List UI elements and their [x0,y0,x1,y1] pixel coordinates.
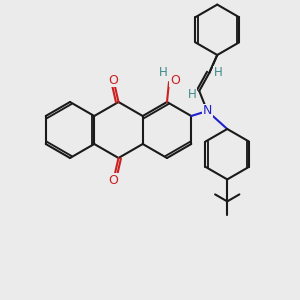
Text: H: H [214,67,223,80]
Text: H: H [188,88,197,100]
Text: O: O [109,74,118,86]
Text: N: N [202,104,212,118]
Text: O: O [170,74,180,86]
Text: H: H [159,65,167,79]
Text: O: O [109,173,118,187]
